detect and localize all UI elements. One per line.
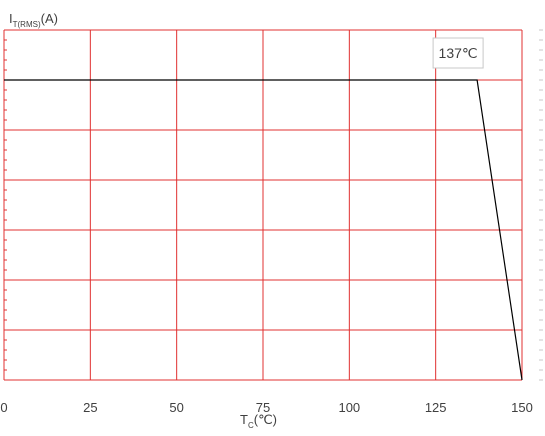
left-minor-ticks [4,29,7,381]
x-axis-title: TC(℃) [240,412,277,430]
x-tick-label-50: 50 [169,400,183,415]
x-axis-title-main: T [240,412,248,427]
y-axis-title-main: I [9,11,13,26]
grid [3,29,523,381]
x-tick-label-100: 100 [338,400,360,415]
annotation-text: 137℃ [439,45,478,61]
x-tick-labels: 0 25 50 75 100 125 150 [0,400,532,415]
x-tick-label-0: 0 [0,400,7,415]
annotation-137: 137℃ [432,37,484,69]
series-line-0 [4,79,523,381]
y-axis-title: IT(RMS)(A) [9,11,58,29]
y-axis-title-sub: T(RMS) [13,20,41,29]
series [4,79,523,381]
x-axis-title-sub: C [248,421,254,430]
x-tick-label-125: 125 [425,400,447,415]
x-axis-title-unit: (℃) [254,412,277,427]
annotation-box [432,37,484,69]
x-tick-label-75: 75 [256,400,270,415]
x-tick-label-25: 25 [83,400,97,415]
right-dashes [539,29,543,381]
y-axis-title-unit: (A) [41,11,58,26]
x-tick-label-150: 150 [511,400,533,415]
